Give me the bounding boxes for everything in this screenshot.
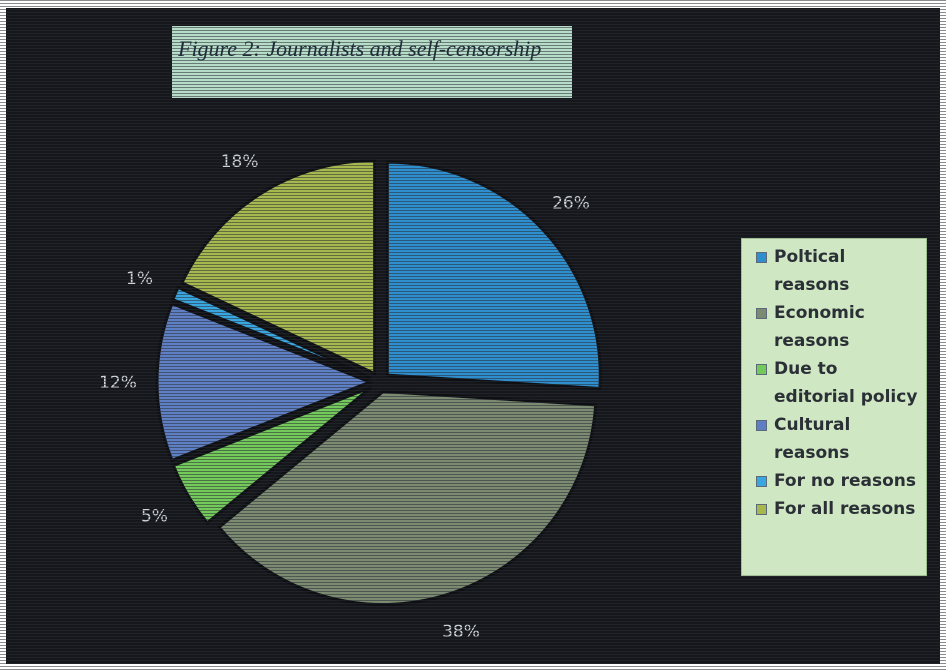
slice-percent-label: 26% <box>552 194 590 214</box>
legend-item: For no reasons <box>754 467 926 495</box>
legend-item: Due to editorial policy <box>754 355 926 411</box>
slice-percent-label: 18% <box>221 152 259 172</box>
legend-swatch <box>756 252 767 263</box>
legend-swatch <box>756 476 767 487</box>
slice-percent-label: 5% <box>141 506 168 526</box>
legend-item: For all reasons <box>754 495 926 523</box>
legend-item: Economic reasons <box>754 299 926 355</box>
legend-label: For all reasons <box>774 499 916 519</box>
legend-item: Poltical reasons <box>754 243 926 299</box>
legend-label: Due to editorial policy <box>774 359 918 407</box>
legend-swatch <box>756 364 767 375</box>
legend-label: For no reasons <box>774 471 917 491</box>
legend-swatch <box>756 420 767 431</box>
legend-label: Poltical reasons <box>774 247 850 295</box>
legend-item: Cultural reasons <box>754 411 926 467</box>
slice-percent-label: 12% <box>99 373 137 393</box>
slice-percent-label: 1% <box>126 269 153 289</box>
legend-label: Economic reasons <box>774 303 865 351</box>
legend-label: Cultural reasons <box>774 415 851 463</box>
legend-swatch <box>756 504 767 515</box>
slice-percent-label: 38% <box>442 622 480 642</box>
legend-swatch <box>756 308 767 319</box>
chart-legend: Poltical reasons Economic reasons Due to… <box>741 238 927 576</box>
